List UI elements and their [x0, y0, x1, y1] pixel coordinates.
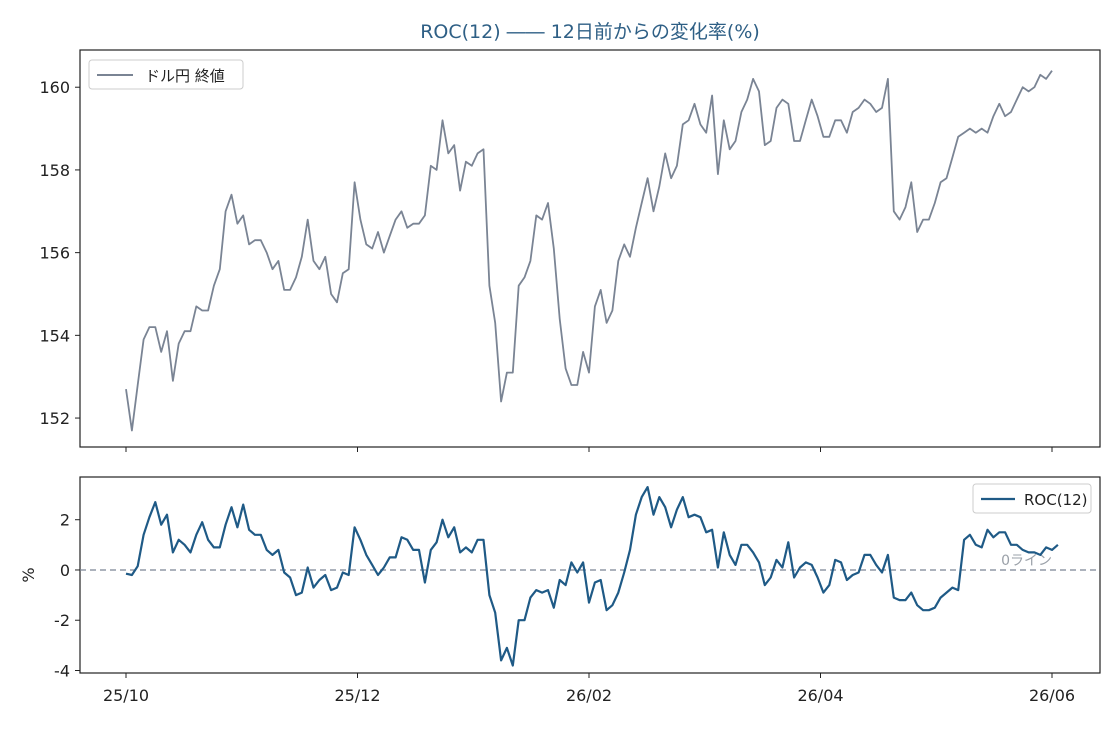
roc-x-tick-label: 25/12	[334, 686, 380, 705]
price-legend-box	[88, 59, 244, 90]
roc-panel-frame	[79, 476, 1101, 674]
price-panel-frame	[79, 49, 1101, 448]
price-y-tick-label: 156	[39, 244, 70, 263]
price-y-tick-label: 158	[39, 161, 70, 180]
chart-title: ROC(12) ―― 12日前からの変化率(%)	[420, 21, 760, 43]
price-legend-label: ドル円 終値	[145, 67, 225, 85]
price-y-tick-label: 152	[39, 409, 70, 428]
price-y-tick-label: 154	[39, 326, 70, 345]
roc-y-tick-label: 0	[60, 561, 70, 580]
zero-reference-label: 0ライン	[1001, 553, 1052, 569]
roc-y-tick-label: -4	[54, 661, 70, 680]
roc-x-tick-label: 26/04	[797, 686, 843, 705]
roc-series-line	[125, 486, 1059, 667]
price-y-tick-label: 160	[39, 78, 70, 97]
price-series-line	[125, 70, 1053, 432]
roc-legend-box	[972, 483, 1092, 514]
roc-y-axis-label: %	[19, 567, 38, 582]
roc-legend-label: ROC(12)	[1024, 491, 1088, 509]
roc-x-tick-label: 25/10	[103, 686, 149, 705]
roc-y-tick-label: -2	[54, 611, 70, 630]
roc-x-tick-label: 26/02	[566, 686, 612, 705]
roc-x-tick-label: 26/06	[1029, 686, 1075, 705]
roc-y-tick-label: 2	[60, 511, 70, 530]
